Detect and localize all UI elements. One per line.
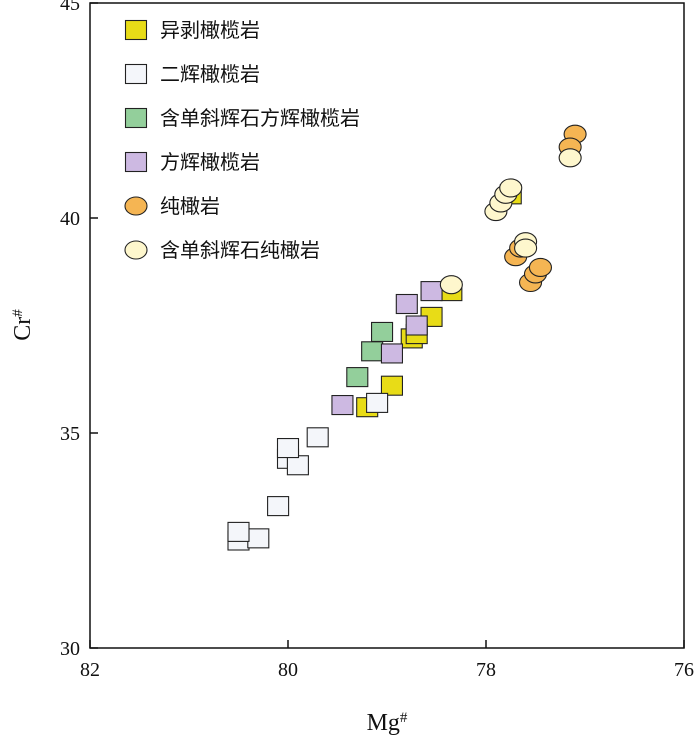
legend-label: 异剥橄榄岩 (160, 18, 260, 42)
y-tick-label: 30 (60, 638, 80, 660)
data-point (380, 375, 404, 396)
x-tick-label: 80 (278, 659, 298, 681)
data-point (366, 392, 389, 413)
data-point (499, 178, 523, 198)
legend-label: 含单斜辉石方辉橄榄岩 (160, 106, 360, 130)
data-point (306, 427, 329, 448)
series-group (346, 321, 394, 388)
series-group (331, 281, 443, 416)
series-group (439, 148, 582, 295)
data-point (276, 437, 300, 459)
y-tick-label: 35 (60, 423, 80, 445)
data-point (380, 343, 404, 364)
data-point (227, 521, 250, 542)
data-point (558, 148, 582, 168)
legend-label: 纯橄岩 (160, 194, 220, 218)
legend-label: 含单斜辉石纯橄岩 (160, 238, 320, 262)
series-group (227, 392, 389, 551)
data-point (528, 257, 553, 278)
y-tick-label: 45 (60, 0, 80, 15)
data-point (405, 315, 428, 336)
legend-marker (124, 63, 148, 85)
data-point (439, 275, 463, 295)
legend-marker (124, 151, 148, 173)
legend-marker (124, 19, 148, 41)
legend-label: 二辉橄榄岩 (160, 62, 260, 86)
data-point (267, 496, 290, 517)
legend-label: 方辉橄榄岩 (160, 150, 260, 174)
data-point (514, 238, 538, 258)
data-point (331, 394, 354, 416)
y-tick-label: 40 (60, 208, 80, 230)
x-tick-label: 76 (674, 659, 694, 681)
data-point (247, 528, 270, 549)
data-point (420, 281, 443, 302)
data-point (361, 341, 384, 362)
legend-marker (124, 240, 148, 260)
legend-marker (124, 196, 148, 216)
data-point (286, 455, 309, 476)
y-axis-label: Cr# (10, 309, 36, 341)
x-tick-label: 78 (476, 659, 496, 681)
legend-marker (124, 107, 148, 129)
plot-frame (89, 2, 685, 649)
data-point (370, 321, 394, 343)
x-tick-label: 82 (80, 659, 100, 681)
data-point (346, 367, 369, 388)
x-axis-label: Mg# (367, 710, 408, 736)
data-point (395, 293, 418, 315)
